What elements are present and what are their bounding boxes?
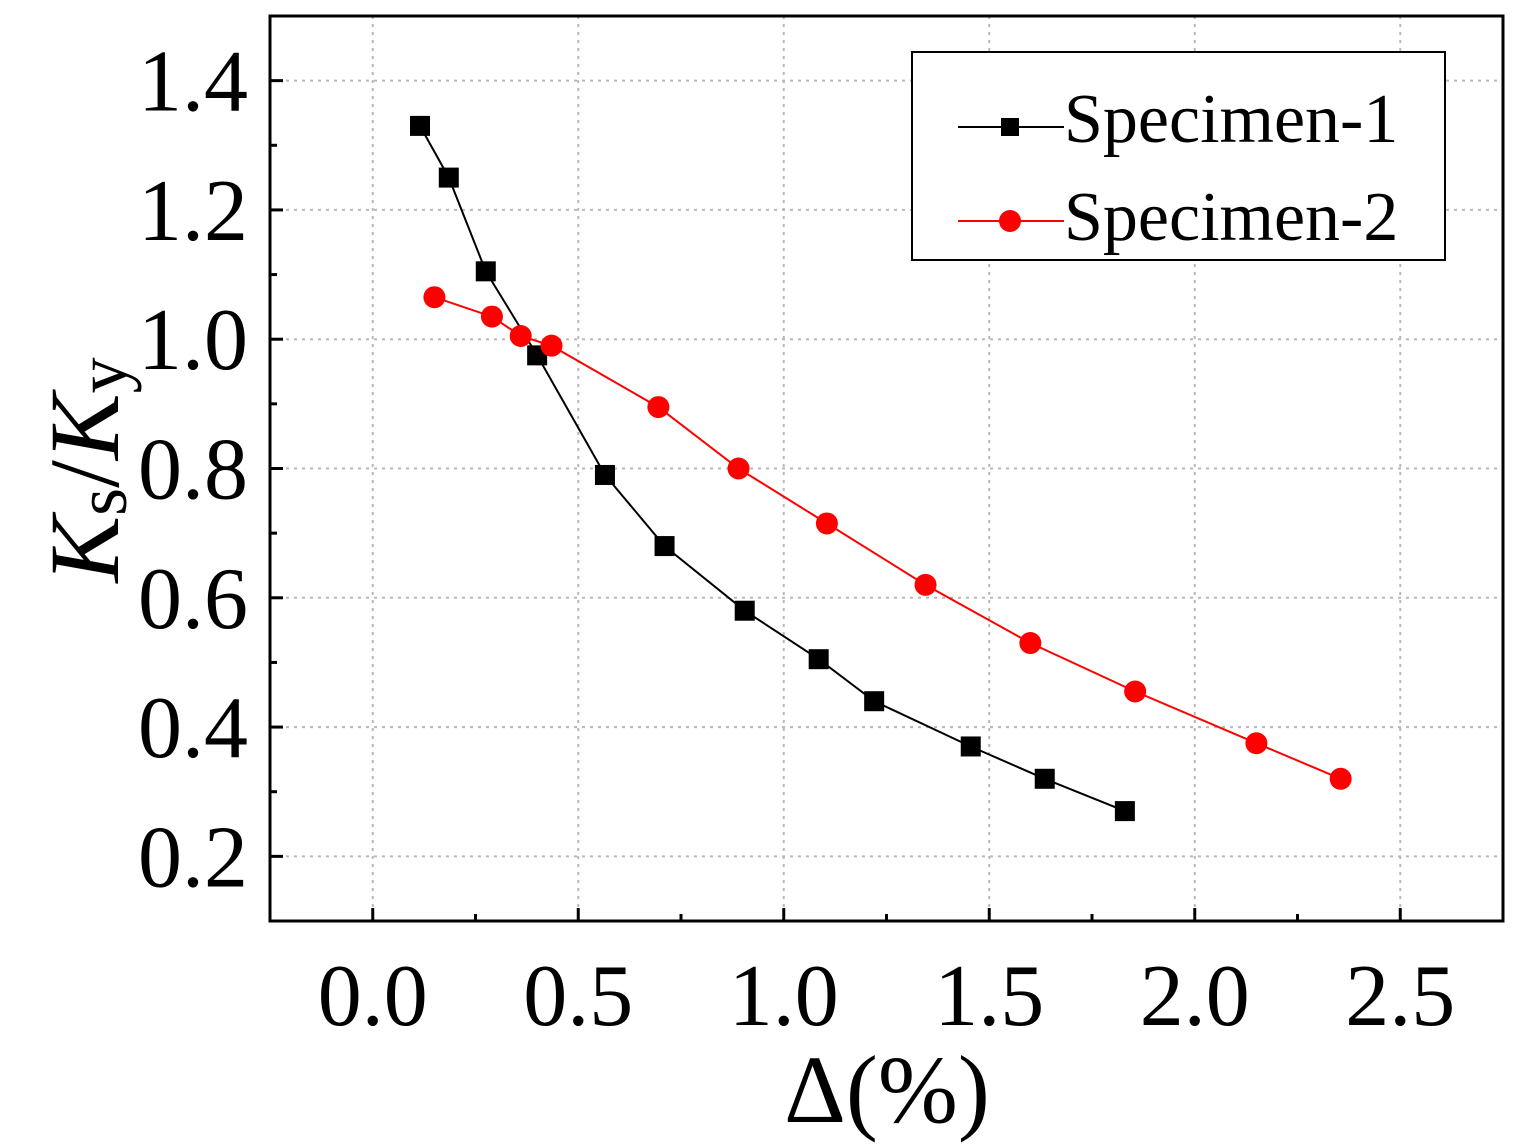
data-point-specimen-1 xyxy=(808,649,829,670)
data-point-specimen-2 xyxy=(509,324,532,347)
data-point-specimen-1 xyxy=(734,600,755,621)
x-tick-label: 0.5 xyxy=(523,948,633,1045)
series-layer xyxy=(410,115,1352,822)
data-point-specimen-2 xyxy=(1124,680,1147,703)
y-tick-label: 0.4 xyxy=(138,680,248,777)
data-point-specimen-1 xyxy=(654,536,675,557)
data-point-specimen-1 xyxy=(475,261,496,282)
data-point-specimen-1 xyxy=(1114,801,1135,822)
data-point-specimen-1 xyxy=(1034,768,1055,789)
data-point-specimen-2 xyxy=(1019,632,1042,655)
y-tick-label: 0.8 xyxy=(138,422,248,519)
data-point-specimen-2 xyxy=(540,334,563,357)
legend-marker-specimen-1 xyxy=(1001,118,1019,136)
x-tick-label: 1.5 xyxy=(934,948,1044,1045)
x-tick-label: 2.0 xyxy=(1140,948,1250,1045)
data-point-specimen-2 xyxy=(647,396,670,419)
data-point-specimen-2 xyxy=(1245,732,1268,755)
y-axis-title-slash: / xyxy=(29,460,140,488)
y-tick-label: 1.2 xyxy=(138,163,248,260)
x-axis-title: Δ(%) xyxy=(784,1036,990,1143)
data-point-specimen-2 xyxy=(815,512,838,535)
x-tick-label: 0.0 xyxy=(318,948,428,1045)
y-axis-title-k2: K xyxy=(29,389,140,462)
plot-frame xyxy=(268,14,1505,923)
y-tick-label: 1.4 xyxy=(138,34,248,131)
x-tick-label: 2.5 xyxy=(1345,948,1455,1045)
tick-labels-layer: 0.0 0.5 1.0 1.5 2.0 2.5 0.2 0.4 0.6 0.8 1.0 1.2 1.4 xyxy=(138,34,1455,1045)
legend-label-specimen-2: Specimen-2 xyxy=(1064,179,1398,256)
legend-marker-specimen-2 xyxy=(999,210,1021,232)
y-tick-label: 0.6 xyxy=(138,551,248,648)
data-point-specimen-1 xyxy=(410,115,431,136)
data-point-specimen-1 xyxy=(960,736,981,757)
y-tick-label: 0.2 xyxy=(138,809,248,906)
data-point-specimen-1 xyxy=(438,167,459,188)
data-point-specimen-2 xyxy=(1329,767,1352,790)
data-point-specimen-1 xyxy=(864,691,885,712)
y-axis-title-k1: K xyxy=(29,512,140,585)
data-point-specimen-2 xyxy=(480,305,503,328)
grid-layer xyxy=(270,16,1503,921)
data-point-specimen-2 xyxy=(727,457,750,480)
legend: Specimen-1 Specimen-2 xyxy=(911,51,1446,261)
data-point-specimen-2 xyxy=(914,573,937,596)
series-line-specimen-1 xyxy=(419,125,1126,813)
data-point-specimen-2 xyxy=(423,286,446,309)
y-axis-title: Ks/Ky xyxy=(29,357,142,584)
y-tick-label: 1.0 xyxy=(138,292,248,389)
data-point-specimen-1 xyxy=(594,464,615,485)
y-axis-title-sub-y: y xyxy=(62,357,142,393)
legend-label-specimen-1: Specimen-1 xyxy=(1064,81,1398,158)
x-tick-label: 1.0 xyxy=(729,948,839,1045)
y-axis-title-sub-s: s xyxy=(62,488,142,516)
